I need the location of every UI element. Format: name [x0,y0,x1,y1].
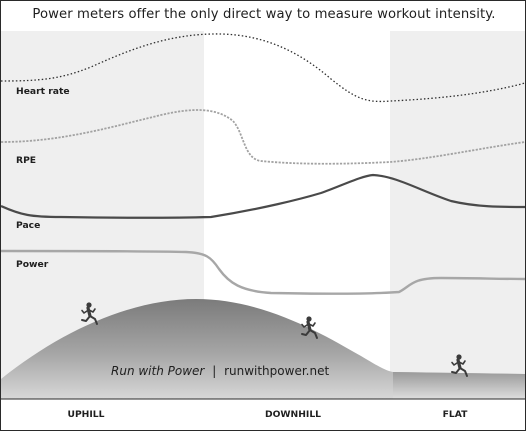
page-title: Power meters offer the only direct way t… [32,7,496,22]
caption-separator: | [212,364,216,378]
flat-label: FLAT [443,409,469,420]
downhill-label: DOWNHILL [265,409,321,420]
pace-curve [1,173,525,219]
power-label: Power [16,259,49,270]
rpe-curve [1,109,525,165]
caption: Run with Power | runwithpower.net [111,364,329,378]
rpe-label: RPE [16,155,36,166]
flat-section-background [390,31,525,399]
caption-brand: Run with Power [111,364,205,378]
caption-url: runwithpower.net [224,364,329,378]
power-curve [1,249,525,295]
heart-rate-label: Heart rate [16,86,70,97]
uphill-label: UPHILL [67,409,104,420]
heart-rate-curve [1,33,525,103]
pace-label: Pace [16,220,40,231]
flat-terrain [393,372,525,399]
